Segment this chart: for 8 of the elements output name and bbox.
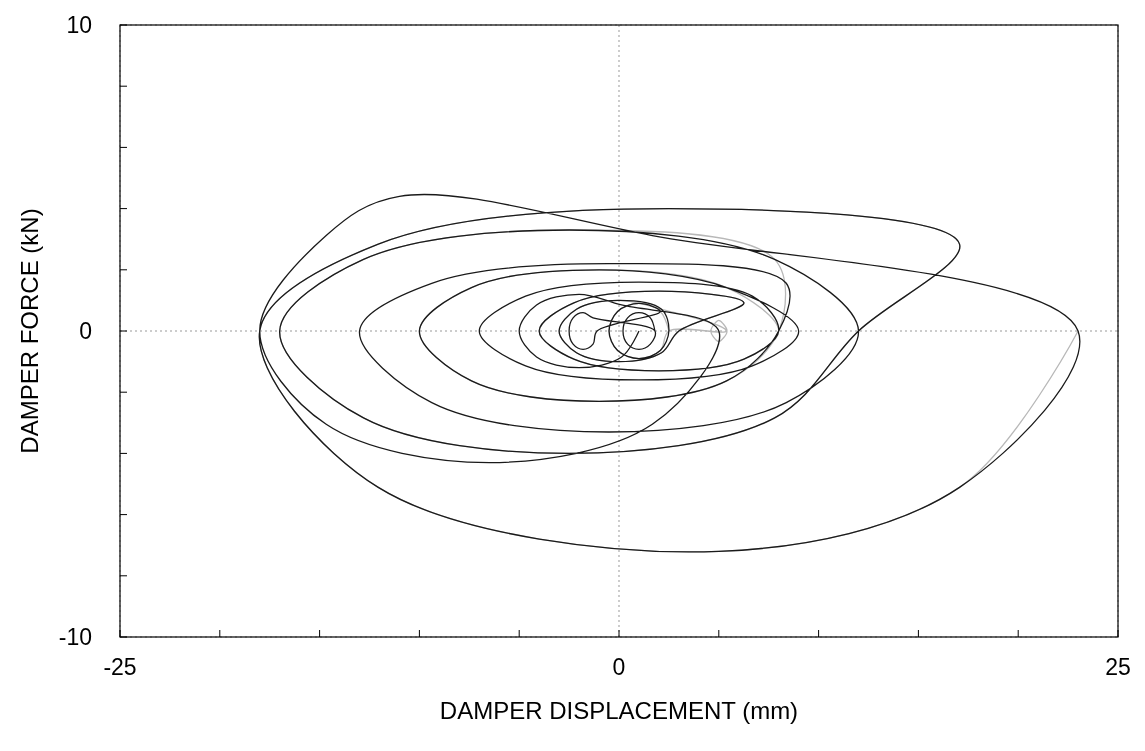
y-axis-title: DAMPER FORCE (kN)	[16, 208, 43, 454]
y-tick-label: 0	[79, 318, 92, 344]
x-tick-label: 0	[612, 654, 626, 680]
y-tick-label: -10	[58, 624, 92, 650]
x-tick-label: 25	[1105, 654, 1131, 680]
x-tick-label: -25	[103, 654, 137, 680]
y-tick-label: 10	[66, 12, 92, 38]
x-axis-title: DAMPER DISPLACEMENT (mm)	[439, 697, 799, 724]
